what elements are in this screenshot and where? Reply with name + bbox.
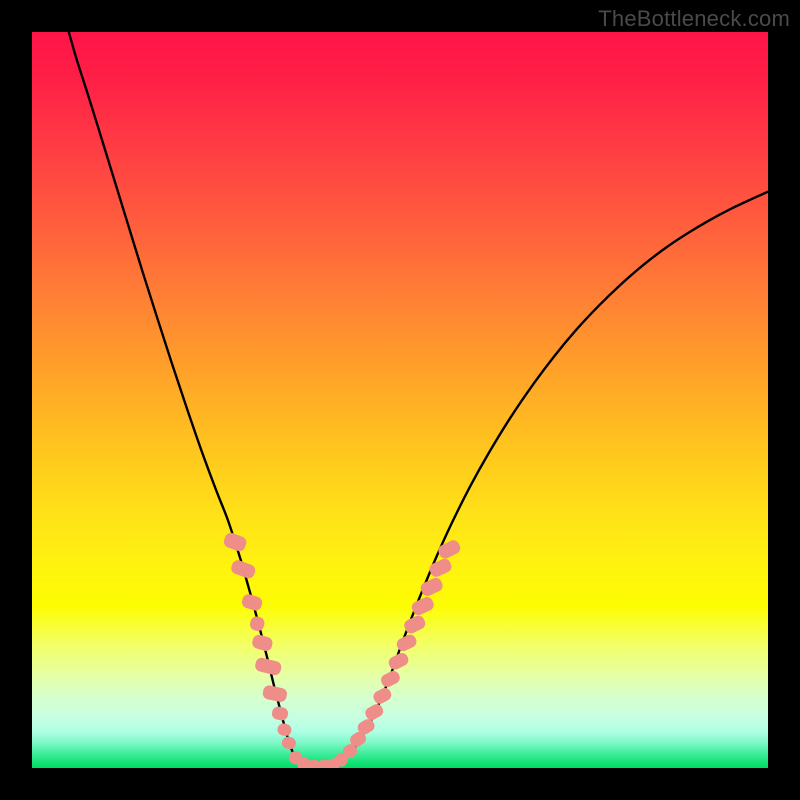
watermark-text: TheBottleneck.com bbox=[598, 6, 790, 32]
chart-stage: TheBottleneck.com bbox=[0, 0, 800, 800]
chart-svg bbox=[0, 0, 800, 800]
